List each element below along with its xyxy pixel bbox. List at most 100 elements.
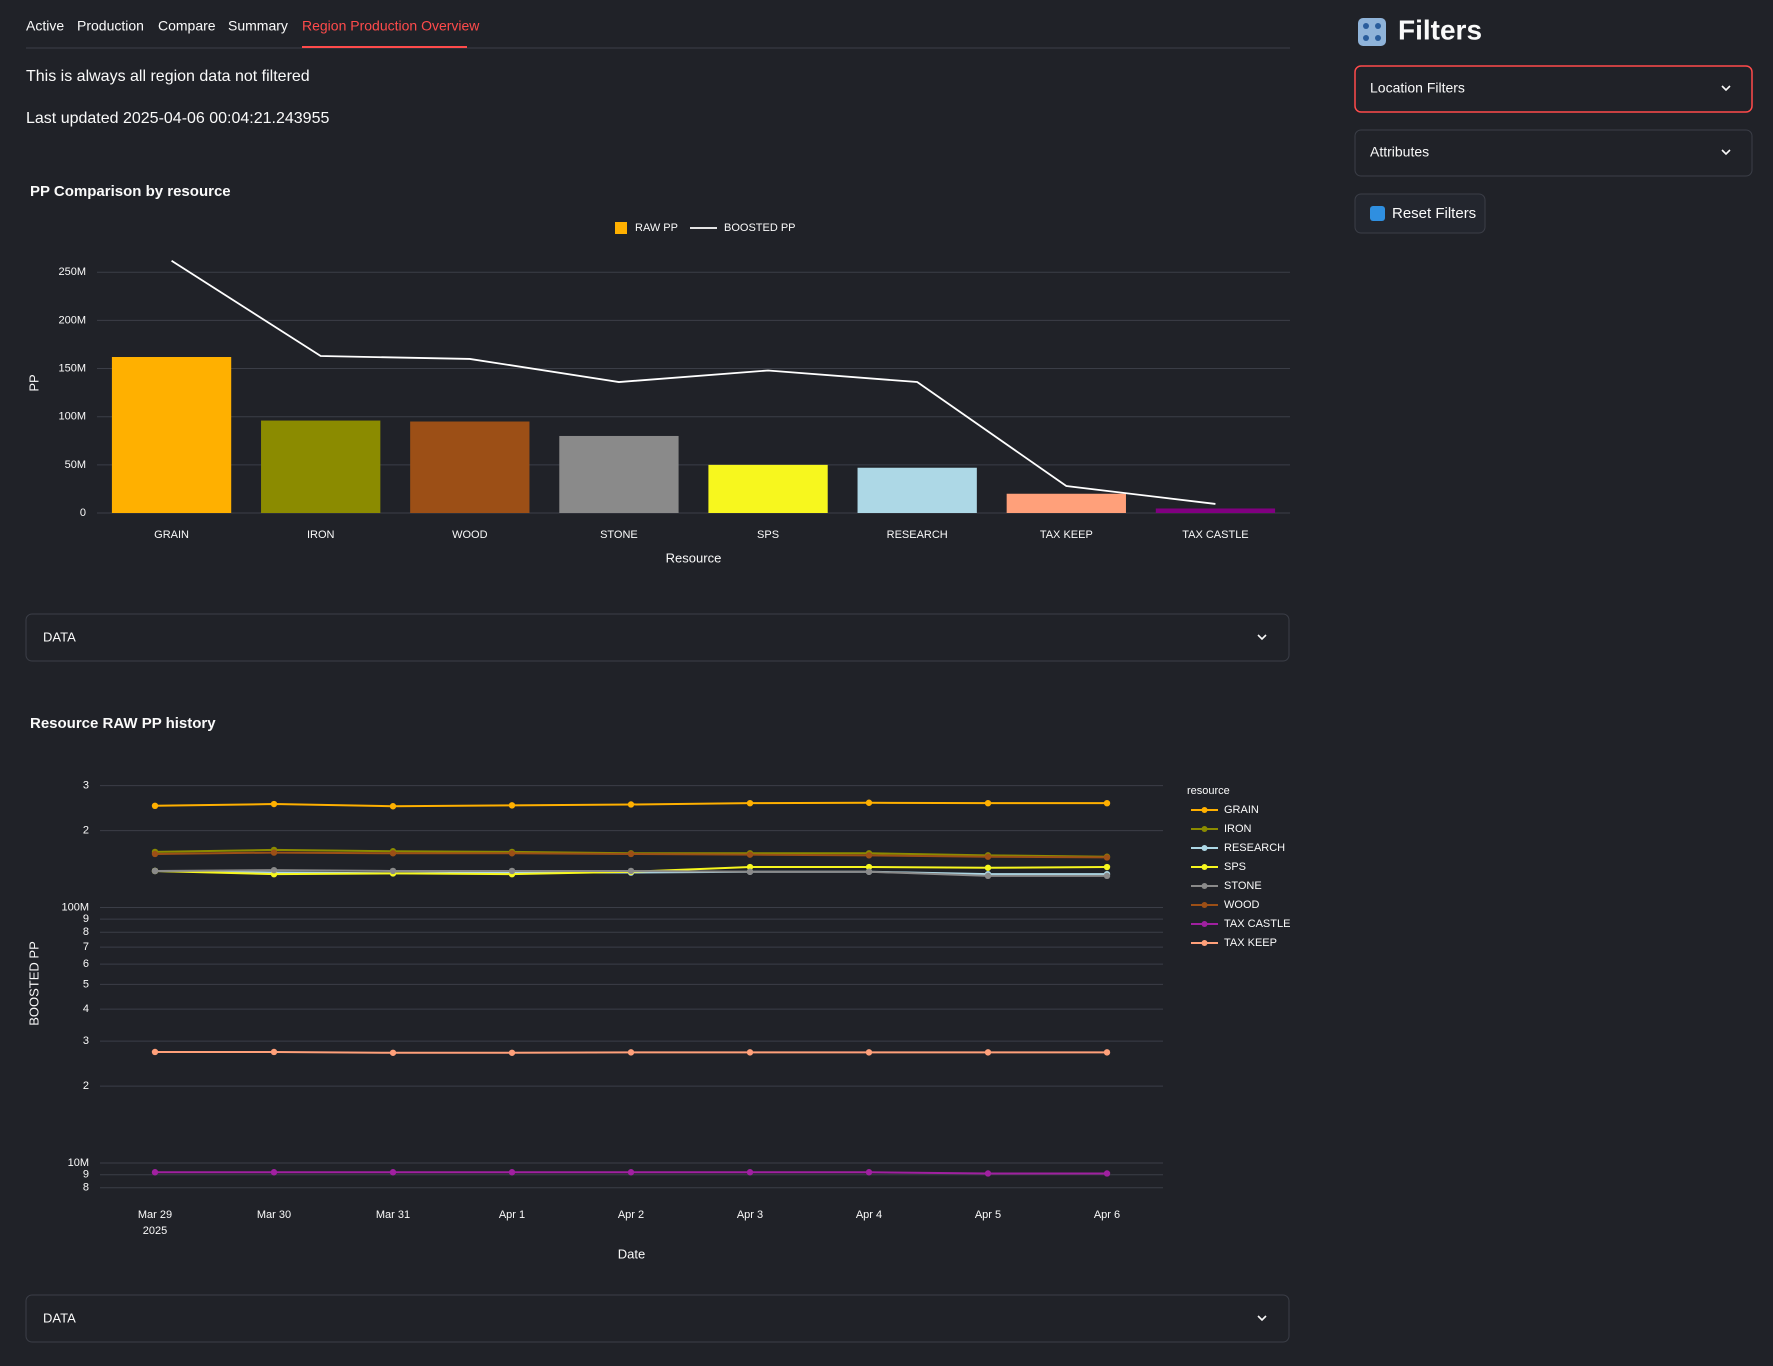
sidebar-expander[interactable]: Location Filters	[1354, 65, 1753, 113]
legend-swatch-dot	[1201, 940, 1208, 946]
chevron[interactable]	[1257, 634, 1267, 641]
filters-icon-knob	[1363, 35, 1369, 41]
point	[389, 1049, 397, 1056]
point	[1103, 1049, 1111, 1056]
bar	[261, 420, 381, 513]
expander-label[interactable]: DATA	[43, 1310, 76, 1325]
x-tick-label: GRAIN	[154, 529, 189, 541]
point	[865, 1169, 873, 1176]
legend-swatch-dot	[1201, 807, 1208, 813]
y-tick-label: 3	[83, 1035, 89, 1047]
legend-label: GRAIN	[1224, 804, 1259, 816]
legend-swatch-dot	[1201, 845, 1208, 851]
expander-box[interactable]	[25, 613, 1290, 662]
expander[interactable]: DATA	[25, 613, 1290, 662]
expander-box[interactable]	[25, 1294, 1290, 1343]
expander-label[interactable]: DATA	[43, 629, 76, 644]
legend-label: RESEARCH	[1224, 842, 1285, 854]
legend-label: WOOD	[1224, 899, 1259, 911]
bar	[559, 435, 679, 513]
legend-label: SPS	[1224, 861, 1246, 873]
point	[746, 799, 754, 807]
tab[interactable]: Compare	[158, 18, 216, 34]
filters-icon-knob	[1375, 23, 1381, 29]
expander-box[interactable]	[1354, 65, 1753, 113]
y-tick-label: 5	[83, 978, 89, 990]
legend-swatch	[615, 222, 627, 234]
y-tick-label: 100M	[58, 411, 86, 423]
legend-swatch-dot	[1201, 826, 1208, 832]
point	[270, 1169, 278, 1176]
chevron[interactable]	[1721, 85, 1731, 92]
point	[627, 867, 635, 875]
tab[interactable]: Summary	[228, 18, 288, 34]
point	[1103, 854, 1111, 861]
sidebar-title: Filters	[1398, 14, 1482, 45]
bar	[857, 467, 977, 513]
point	[746, 1049, 754, 1056]
expander-box[interactable]	[1354, 129, 1753, 177]
y-tick-label: 3	[83, 779, 89, 791]
x-tick-year: 2025	[143, 1225, 167, 1237]
y-tick-label: 250M	[58, 266, 86, 278]
expander-label[interactable]: Attributes	[1370, 144, 1429, 160]
y-tick-label: 100M	[61, 901, 89, 913]
bar	[1155, 508, 1276, 513]
reset-icon[interactable]	[1370, 206, 1385, 221]
tab[interactable]: Production	[77, 18, 144, 34]
tab[interactable]: Active	[26, 18, 64, 34]
point	[984, 799, 992, 807]
x-tick-label: RESEARCH	[887, 529, 948, 541]
x-tick-label: TAX CASTLE	[1182, 529, 1248, 541]
tab-active[interactable]: Region Production Overview	[302, 18, 480, 34]
point	[627, 1049, 635, 1056]
button-label[interactable]: Reset Filters	[1392, 205, 1476, 222]
point	[270, 800, 278, 808]
legend-label: TAX CASTLE	[1224, 918, 1290, 930]
point	[508, 802, 516, 809]
chevron[interactable]	[1721, 149, 1731, 156]
point	[151, 1048, 159, 1056]
x-tick-label: Apr 6	[1094, 1209, 1120, 1221]
point	[151, 850, 159, 858]
point	[865, 852, 873, 859]
legend-title: resource	[1187, 785, 1230, 797]
point	[270, 866, 278, 874]
button-box[interactable]	[1354, 193, 1486, 234]
x-tick-label: Apr 2	[618, 1209, 644, 1221]
x-tick-label: TAX KEEP	[1040, 529, 1093, 541]
expander-label[interactable]: Location Filters	[1370, 80, 1465, 96]
x-tick-label: Mar 31	[376, 1209, 410, 1221]
y-tick-label: 8	[83, 926, 89, 938]
point	[389, 803, 397, 810]
sidebar-expander[interactable]: Attributes	[1354, 129, 1753, 177]
point	[746, 1169, 754, 1176]
y-tick-label: 200M	[58, 314, 86, 326]
point	[151, 867, 159, 875]
legend-label: STONE	[1224, 880, 1262, 892]
point	[508, 1169, 516, 1176]
x-axis-title: Resource	[666, 550, 722, 565]
y-tick-label: 2	[83, 1080, 89, 1092]
point	[508, 867, 516, 875]
chevron[interactable]	[1257, 1315, 1267, 1322]
legend-swatch-dot	[1201, 883, 1208, 889]
expander[interactable]: DATA	[25, 1294, 1290, 1343]
x-axis-title: Date	[618, 1246, 645, 1261]
y-tick-label: 9	[83, 1169, 89, 1181]
point	[1103, 799, 1111, 807]
x-tick-label: Apr 4	[856, 1209, 882, 1221]
legend-label: TAX KEEP	[1224, 937, 1277, 949]
legend-label: BOOSTED PP	[724, 222, 796, 234]
point	[865, 1049, 873, 1056]
point	[270, 1048, 278, 1056]
chart-title: Resource RAW PP history	[30, 715, 216, 732]
x-tick-label: WOOD	[452, 529, 487, 541]
reset-button[interactable]: Reset Filters	[1354, 193, 1486, 234]
point	[389, 850, 397, 857]
point	[508, 850, 516, 857]
point	[984, 864, 992, 871]
legend-swatch-dot	[1201, 864, 1208, 870]
point	[151, 802, 159, 810]
